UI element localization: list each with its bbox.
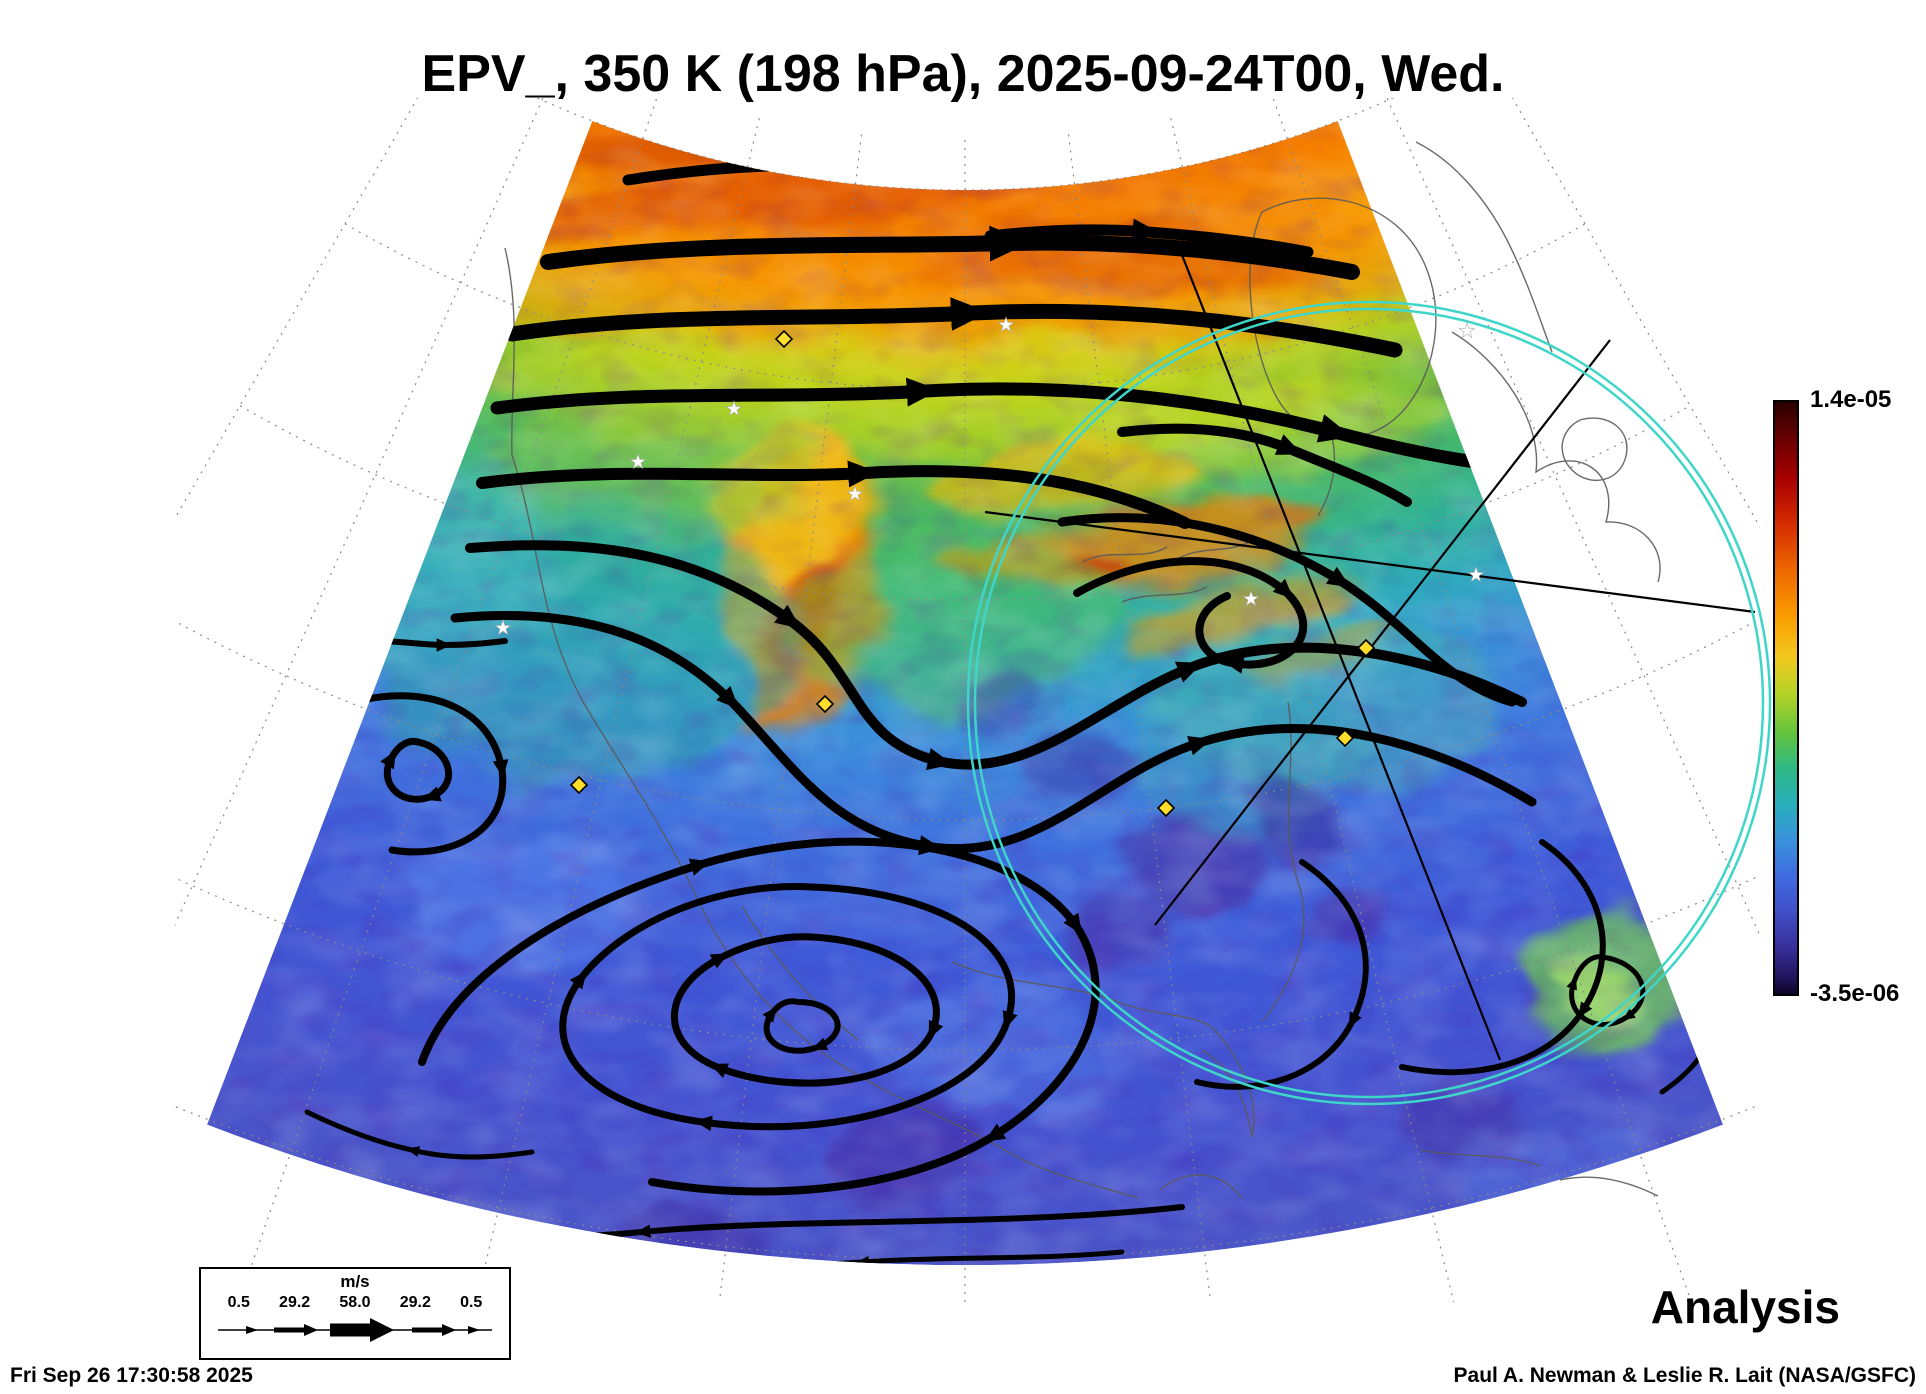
wind-speed-value: 0.5 (227, 1293, 250, 1311)
epv-field (207, 121, 1723, 1266)
credit: Paul A. Newman & Leslie R. Lait (NASA/GS… (1453, 1364, 1916, 1387)
wind-speed-value: 0.5 (460, 1293, 483, 1311)
wind-speed-value: 29.2 (279, 1293, 311, 1311)
analysis-label: Analysis (1650, 1281, 1840, 1333)
wind-speed-values: 0.5 29.2 58.0 29.2 0.5 (213, 1294, 497, 1312)
wind-speed-value: 29.2 (399, 1293, 431, 1311)
wind-speed-value: 58.0 (339, 1293, 371, 1311)
colorbar (1773, 400, 1799, 996)
timestamp: Fri Sep 26 17:30:58 2025 (10, 1364, 253, 1387)
wind-speed-legend: m/s 0.5 29.2 58.0 29.2 0.5 (199, 1267, 511, 1360)
azimuth-lines (984, 249, 1756, 1061)
wind-units-label: m/s (340, 1272, 370, 1291)
colorbar-min-label: -3.5e-06 (1810, 980, 1900, 1007)
wind-streamlines (259, 153, 1723, 1266)
wind-arrow-scale (218, 1317, 492, 1342)
figure-title: EPV_, 350 K (198 hPa), 2025-09-24T00, We… (421, 45, 1505, 103)
range-circle (966, 300, 1772, 1106)
colorbar-max-label: 1.4e-05 (1810, 386, 1892, 413)
